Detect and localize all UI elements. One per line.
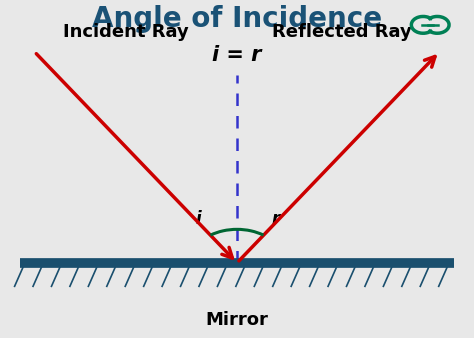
Text: Mirror: Mirror	[206, 311, 268, 329]
Text: i = r: i = r	[212, 45, 262, 65]
Text: Angle of Incidence: Angle of Incidence	[92, 5, 382, 33]
Text: i: i	[196, 210, 202, 228]
Text: Incident Ray: Incident Ray	[63, 23, 188, 41]
Text: r: r	[271, 210, 279, 228]
Text: Reflected Ray: Reflected Ray	[272, 23, 411, 41]
